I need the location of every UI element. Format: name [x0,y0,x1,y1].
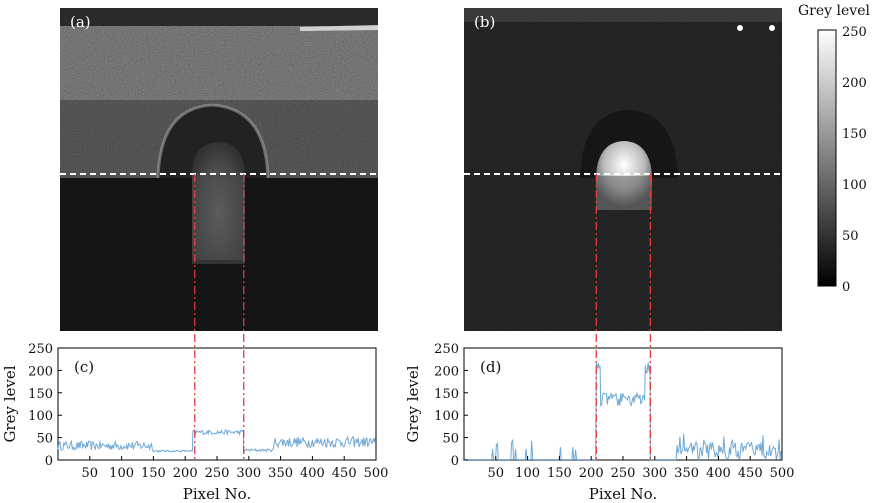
plot-c: 50 100 150 200 250 300 350 400 450 500 0 50 100 150 2… [1,342,388,503]
colorbar-tick-0: 0 [842,280,850,295]
y-tick-label: 100 [28,409,53,424]
trace-line [464,362,782,462]
x-tick-label: 350 [268,466,293,481]
y-tick-label: 150 [434,387,459,402]
plot-d-ylabel: Grey level [404,365,422,442]
x-tick-label: 300 [236,466,261,481]
y-tick-label: 250 [434,342,459,357]
y-tick-label: 50 [36,432,53,447]
x-tick-label: 100 [109,466,134,481]
plot-d: 50 100 150 200 250 300 350 400 450 500 0 50 100 150 2… [404,342,794,503]
y-tick-label: 200 [28,364,53,379]
y-tick-label: 150 [28,387,53,402]
panel-label-a: (a) [70,13,91,31]
plot-c-frame [57,347,377,461]
panel-label-c: (c) [74,358,94,376]
y-tick-label: 0 [45,454,53,469]
x-tick-label: 150 [547,466,572,481]
colorbar-ticks: 250 200 150 100 50 0 [842,25,867,295]
oct-image-b [464,8,782,331]
y-tick-label: 50 [442,432,459,447]
y-tick-label: 100 [434,409,459,424]
colorbar-title: Grey level [798,3,870,19]
x-tick-label: 500 [364,466,389,481]
colorbar-tick-50: 50 [842,229,859,244]
colorbar-gradient [817,29,837,287]
y-tick-label: 250 [28,342,53,357]
plot-d-y-ticks: 0 50 100 150 200 250 [434,342,468,469]
plot-d-xlabel: Pixel No. [589,485,657,503]
plot-c-trace [57,429,376,453]
oct-image-a [60,8,378,331]
y-tick-label: 200 [434,364,459,379]
plot-c-ylabel: Grey level [1,365,19,442]
x-tick-label: 250 [611,466,636,481]
x-tick-label: 500 [770,466,795,481]
x-tick-label: 300 [642,466,667,481]
x-tick-label: 200 [173,466,198,481]
plot-c-x-ticks: 50 100 150 200 250 300 350 400 450 500 [82,456,389,481]
plot-d-trace [464,362,782,462]
colorbar-tick-250: 250 [842,25,867,40]
plot-c-xlabel: Pixel No. [183,485,251,503]
panel-label-d: (d) [480,358,501,376]
colorbar-tick-200: 200 [842,76,867,91]
plot-d-x-ticks: 50 100 150 200 250 300 350 400 450 500 [488,456,795,481]
x-tick-label: 400 [300,466,325,481]
plot-c-y-ticks: 0 50 100 150 200 250 [28,342,62,469]
colorbar-tick-150: 150 [842,127,867,142]
x-tick-label: 250 [205,466,230,481]
x-tick-label: 50 [82,466,99,481]
x-tick-label: 150 [141,466,166,481]
x-tick-label: 350 [674,466,699,481]
x-tick-label: 50 [488,466,505,481]
x-tick-label: 200 [579,466,604,481]
x-tick-label: 400 [706,466,731,481]
x-tick-label: 450 [738,466,763,481]
x-tick-label: 450 [332,466,357,481]
x-tick-label: 100 [515,466,540,481]
panel-label-b: (b) [474,13,495,31]
trace-line [57,429,376,453]
colorbar-tick-100: 100 [842,178,867,193]
y-tick-label: 0 [451,454,459,469]
